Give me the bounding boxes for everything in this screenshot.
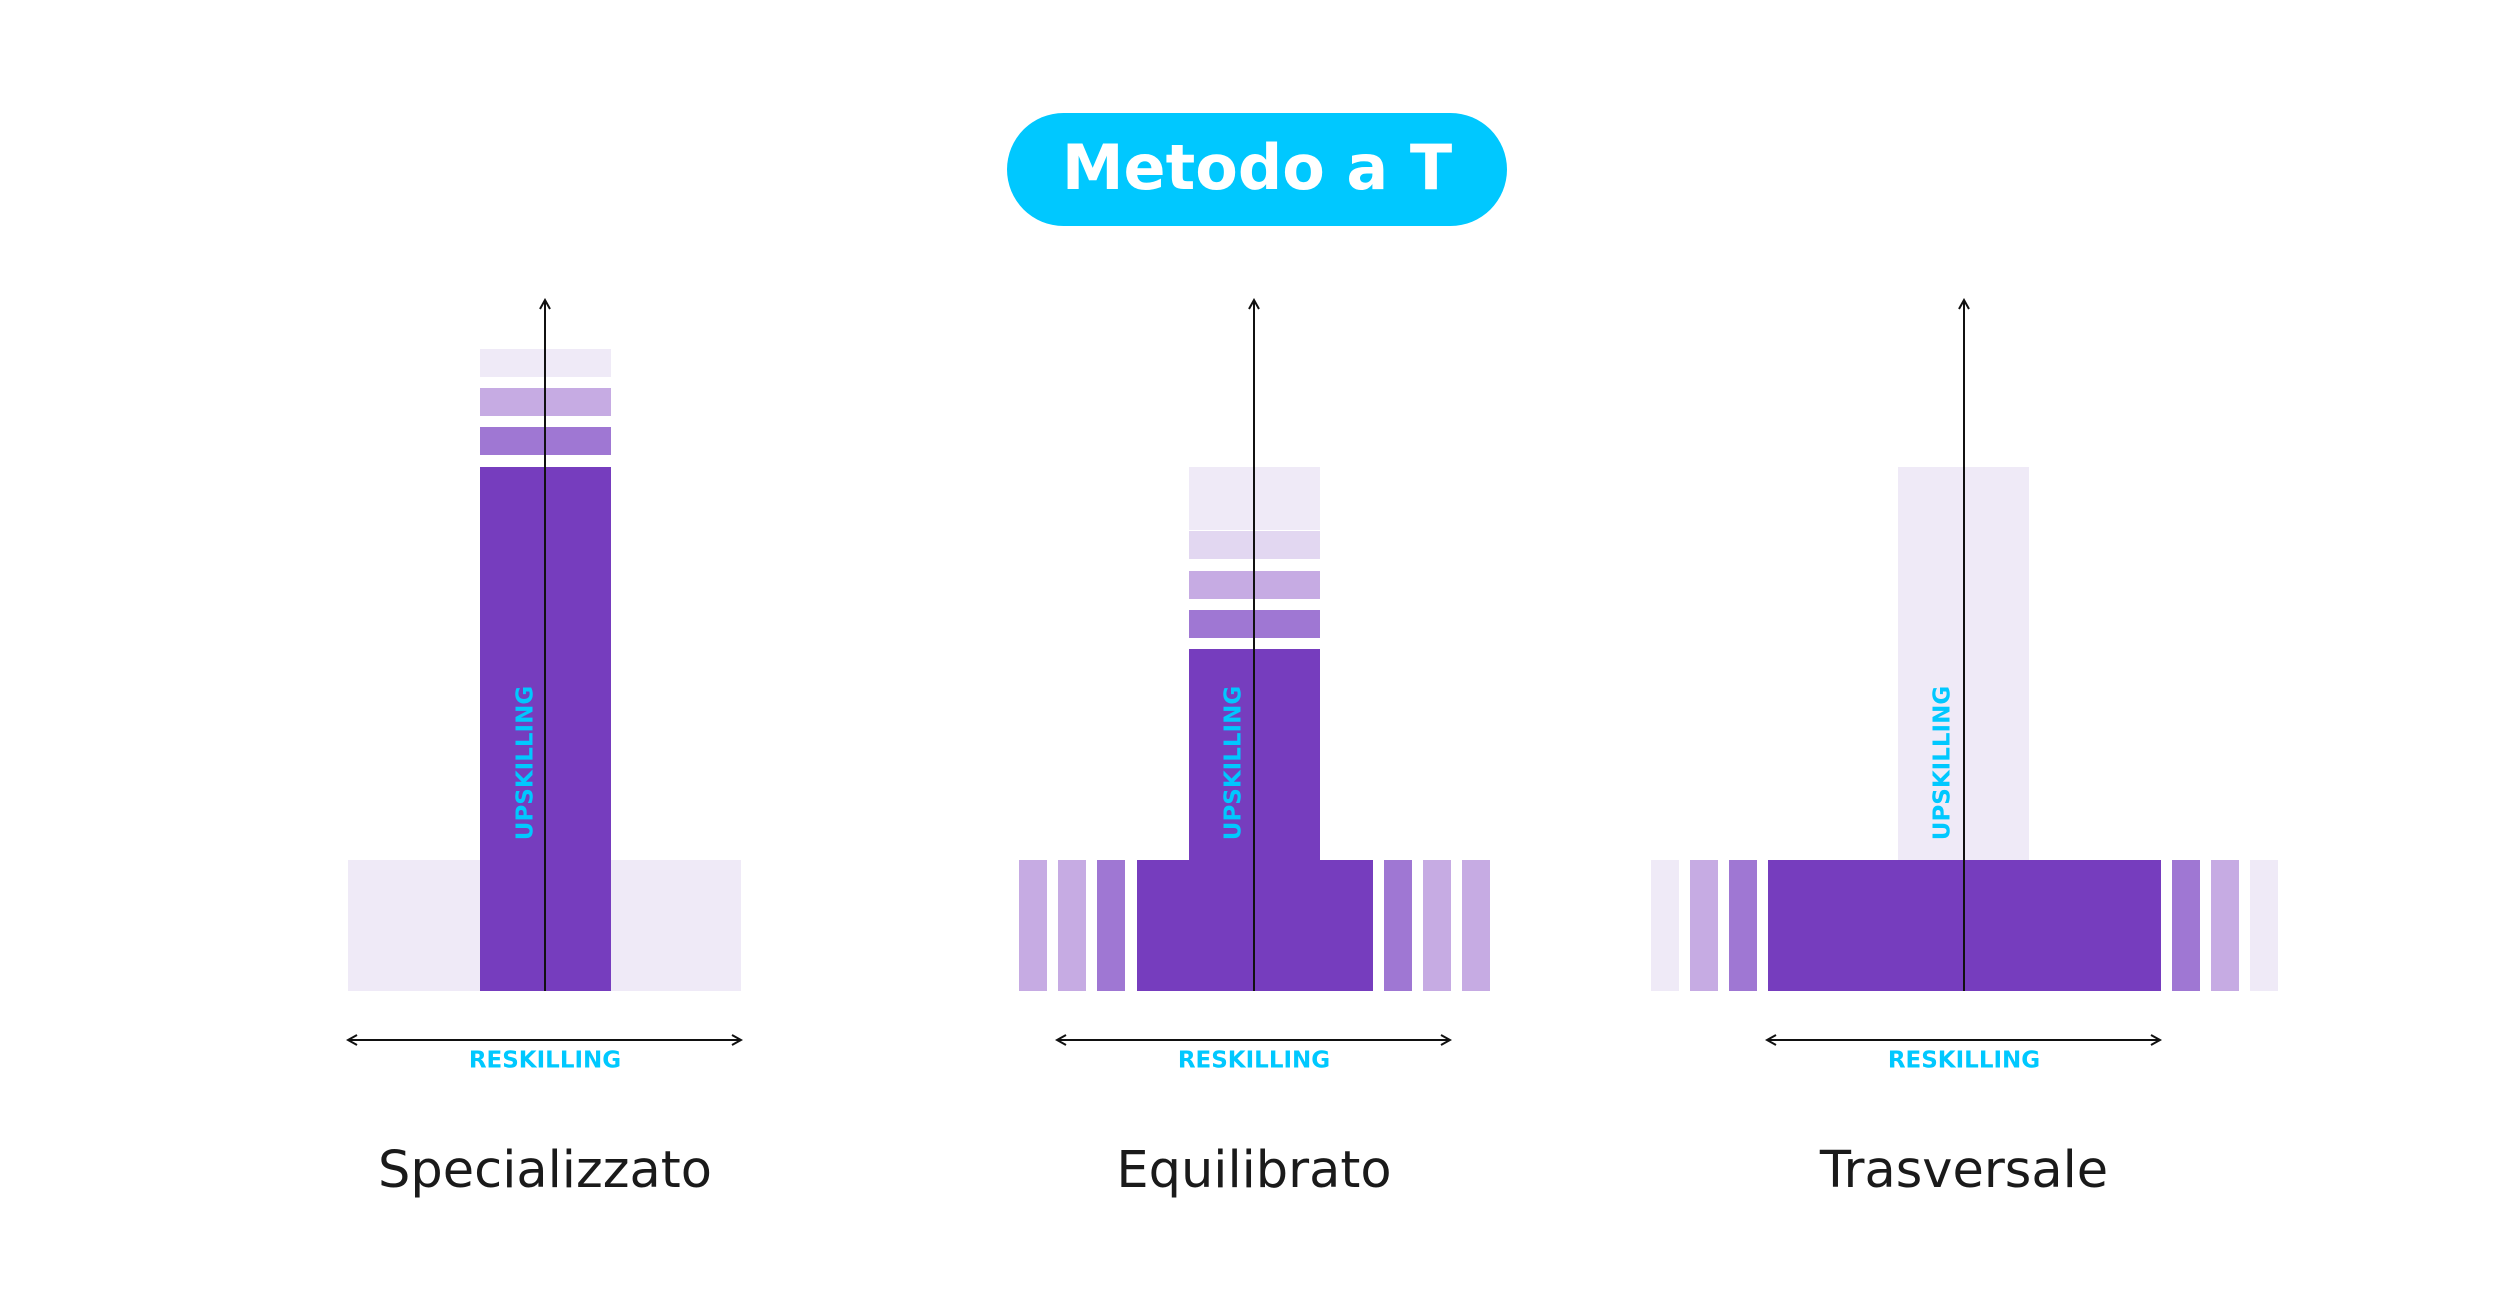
horizontal-stripe-level-0 bbox=[1651, 860, 1679, 991]
reskilling-label: RESKILLING bbox=[469, 1048, 621, 1074]
horizontal-stripe-level-2 bbox=[1019, 860, 1047, 991]
reskilling-label: RESKILLING bbox=[1178, 1048, 1330, 1074]
upskilling-label: UPSKILLING bbox=[1930, 686, 1956, 840]
horizontal-stripe-level-3 bbox=[1097, 860, 1125, 991]
horizontal-stripe-level-2 bbox=[1058, 860, 1086, 991]
t-diagram-trasversale: UPSKILLING RESKILLING Trasversale bbox=[1651, 300, 2278, 1200]
horizontal-stripe-level-2 bbox=[1462, 860, 1490, 991]
reskilling-label: RESKILLING bbox=[1888, 1048, 2040, 1074]
diagram-caption: Specializzato bbox=[378, 1141, 712, 1200]
horizontal-stripe-level-3 bbox=[1729, 860, 1757, 991]
horizontal-stripe-level-2 bbox=[2211, 860, 2239, 991]
horizontal-stripe-level-2 bbox=[1690, 860, 1718, 991]
horizontal-stripe-level-3 bbox=[2172, 860, 2200, 991]
horizontal-stripe-level-0 bbox=[2250, 860, 2278, 991]
diagram-caption: Equilibrato bbox=[1116, 1141, 1391, 1200]
title-pill: Metodo a T bbox=[1007, 113, 1507, 226]
horizontal-stripe-level-3 bbox=[1384, 860, 1412, 991]
upskilling-label: UPSKILLING bbox=[513, 686, 539, 840]
t-diagram-equilibrato: UPSKILLING RESKILLING Equilibrato bbox=[1019, 300, 1490, 1200]
horizontal-stripe-level-2 bbox=[1423, 860, 1451, 991]
upskilling-label: UPSKILLING bbox=[1221, 686, 1247, 840]
t-diagram-specializzato: UPSKILLING RESKILLING Specializzato bbox=[348, 300, 741, 1200]
page-title: Metodo a T bbox=[1062, 131, 1452, 204]
title-pill-background bbox=[1007, 113, 1507, 226]
diagram-caption: Trasversale bbox=[1819, 1141, 2108, 1200]
